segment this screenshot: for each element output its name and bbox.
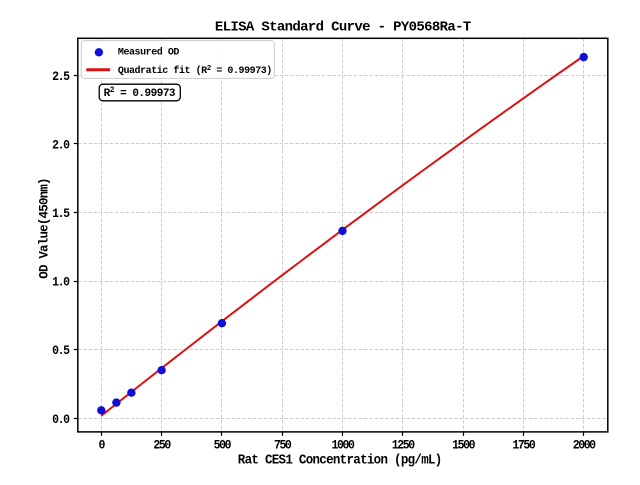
svg-text:Quadratic fit (R2 = 0.99973): Quadratic fit (R2 = 0.99973) <box>118 65 272 77</box>
svg-text:0.0: 0.0 <box>52 412 70 427</box>
svg-text:R2 = 0.99973: R2 = 0.99973 <box>104 86 176 100</box>
svg-text:0.5: 0.5 <box>52 344 70 359</box>
svg-text:2.0: 2.0 <box>52 138 70 153</box>
svg-text:2.5: 2.5 <box>52 69 70 84</box>
svg-text:1.0: 1.0 <box>52 275 70 290</box>
svg-text:1250: 1250 <box>392 438 415 453</box>
svg-text:Rat CES1 Concentration (pg/mL): Rat CES1 Concentration (pg/mL) <box>238 452 442 468</box>
svg-text:750: 750 <box>274 438 292 453</box>
svg-text:OD Value(450nm): OD Value(450nm) <box>37 178 51 279</box>
svg-text:500: 500 <box>214 438 232 453</box>
svg-text:Measured OD: Measured OD <box>118 47 180 59</box>
svg-text:250: 250 <box>153 438 171 453</box>
svg-text:1500: 1500 <box>452 438 475 453</box>
svg-text:1.5: 1.5 <box>52 206 70 221</box>
svg-text:0: 0 <box>99 438 106 453</box>
svg-text:1750: 1750 <box>512 438 535 453</box>
svg-text:2000: 2000 <box>573 438 596 453</box>
svg-text:1000: 1000 <box>332 438 355 453</box>
svg-text:ELISA Standard Curve - PY0568R: ELISA Standard Curve - PY0568Ra-T <box>215 20 471 36</box>
